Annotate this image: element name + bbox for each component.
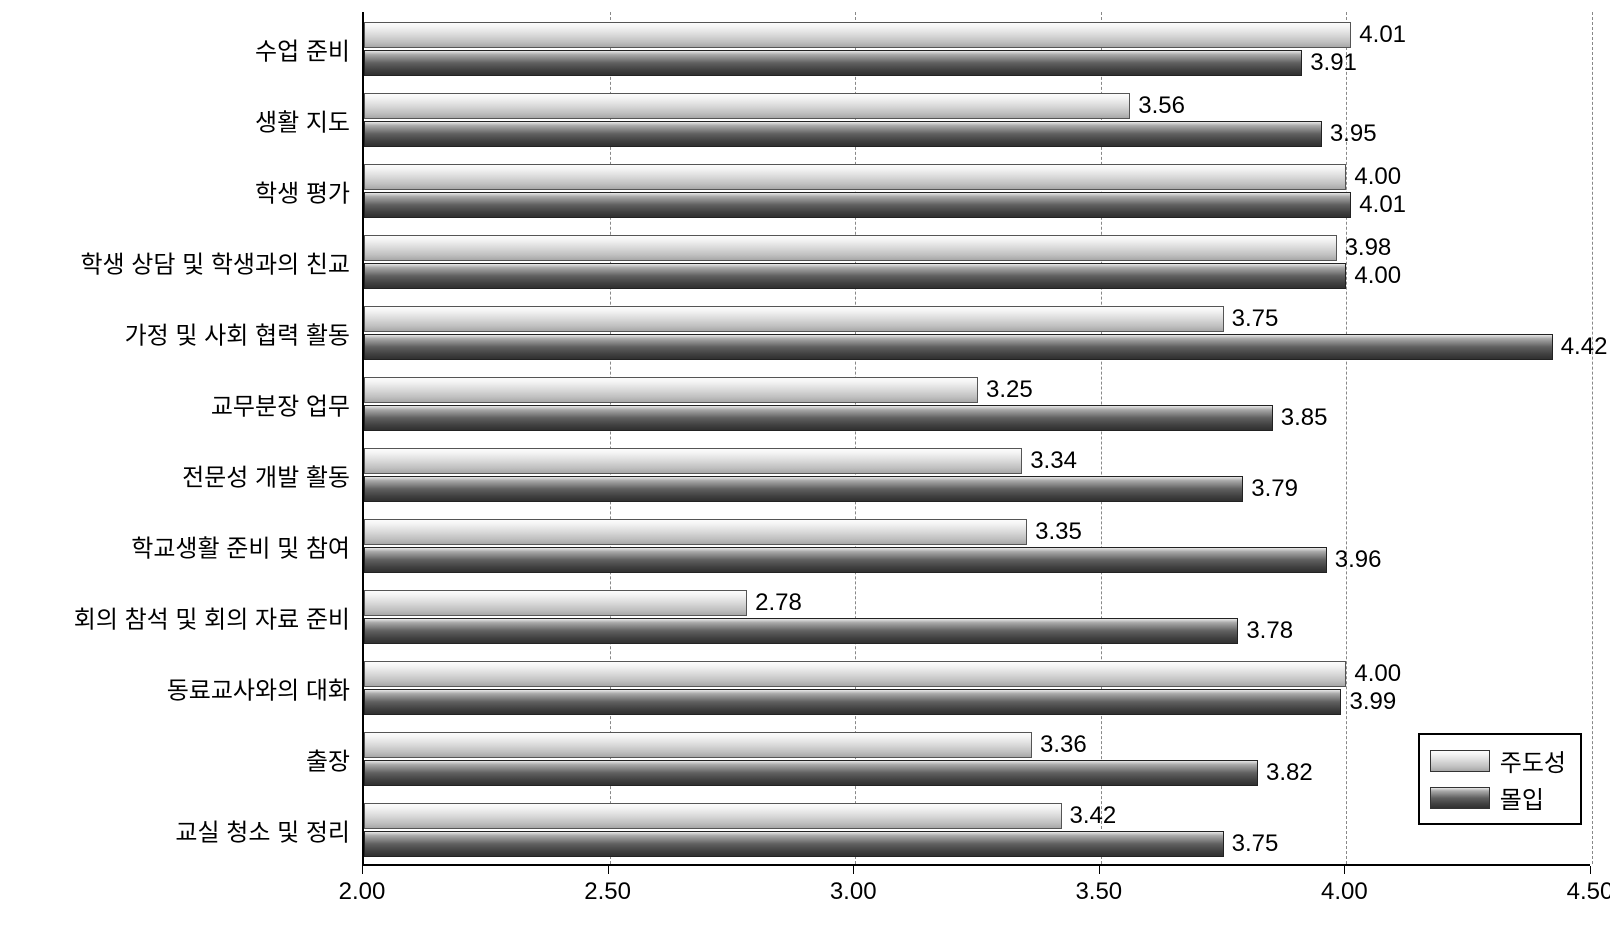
bar-b: [364, 476, 1243, 502]
value-label: 3.35: [1035, 518, 1082, 546]
x-tick-label: 3.50: [1075, 878, 1122, 906]
legend-item: 주도성: [1430, 743, 1566, 778]
category-label: 동료교사와의 대화: [167, 671, 350, 706]
category-label: 교실 청소 및 정리: [175, 813, 350, 848]
value-label: 3.99: [1349, 688, 1396, 716]
bar-b: [364, 121, 1322, 147]
bar-b: [364, 405, 1273, 431]
bar-a: [364, 164, 1346, 190]
grouped-horizontal-bar-chart: 주도성몰입 2.002.503.003.504.004.50수업 준비4.013…: [10, 10, 1600, 915]
bar-a: [364, 803, 1062, 829]
bar-a: [364, 448, 1022, 474]
bar-b: [364, 689, 1341, 715]
bar-b: [364, 618, 1238, 644]
value-label: 3.91: [1310, 49, 1357, 77]
value-label: 4.00: [1354, 163, 1401, 191]
legend-label: 몰입: [1500, 780, 1544, 815]
legend-swatch: [1430, 750, 1490, 772]
value-label: 4.42: [1561, 333, 1608, 361]
x-tick-label: 4.50: [1567, 878, 1610, 906]
bar-a: [364, 306, 1224, 332]
value-label: 3.96: [1335, 546, 1382, 574]
value-label: 3.78: [1246, 617, 1293, 645]
bar-a: [364, 732, 1032, 758]
bar-b: [364, 831, 1224, 857]
value-label: 3.95: [1330, 120, 1377, 148]
bar-a: [364, 519, 1027, 545]
gridline: [1592, 12, 1593, 864]
plot-area: [362, 12, 1590, 866]
category-label: 교무분장 업무: [211, 387, 350, 422]
value-label: 3.75: [1232, 305, 1279, 333]
value-label: 2.78: [755, 589, 802, 617]
legend: 주도성몰입: [1418, 733, 1582, 825]
bar-b: [364, 334, 1553, 360]
bar-b: [364, 192, 1351, 218]
value-label: 3.42: [1070, 802, 1117, 830]
value-label: 3.75: [1232, 830, 1279, 858]
value-label: 3.79: [1251, 475, 1298, 503]
x-tick-mark: [608, 866, 609, 874]
value-label: 4.00: [1354, 262, 1401, 290]
value-label: 3.25: [986, 376, 1033, 404]
bar-a: [364, 235, 1337, 261]
bar-a: [364, 377, 978, 403]
value-label: 4.00: [1354, 660, 1401, 688]
x-tick-mark: [1590, 866, 1591, 874]
category-label: 학생 평가: [255, 174, 350, 209]
x-tick-label: 4.00: [1321, 878, 1368, 906]
bar-a: [364, 590, 747, 616]
x-tick-mark: [1344, 866, 1345, 874]
category-label: 전문성 개발 활동: [182, 458, 350, 493]
bar-b: [364, 263, 1346, 289]
x-tick-label: 2.50: [584, 878, 631, 906]
value-label: 3.34: [1030, 447, 1077, 475]
x-tick-mark: [853, 866, 854, 874]
legend-item: 몰입: [1430, 780, 1566, 815]
value-label: 3.82: [1266, 759, 1313, 787]
bar-a: [364, 22, 1351, 48]
value-label: 3.98: [1345, 234, 1392, 262]
bar-b: [364, 547, 1327, 573]
category-label: 학교생활 준비 및 참여: [131, 529, 350, 564]
value-label: 4.01: [1359, 191, 1406, 219]
value-label: 3.56: [1138, 92, 1185, 120]
category-label: 수업 준비: [255, 32, 350, 67]
bar-b: [364, 760, 1258, 786]
value-label: 3.36: [1040, 731, 1087, 759]
x-tick-label: 2.00: [339, 878, 386, 906]
category-label: 학생 상담 및 학생과의 친교: [80, 245, 350, 280]
legend-label: 주도성: [1500, 743, 1566, 778]
value-label: 3.85: [1281, 404, 1328, 432]
bar-a: [364, 93, 1130, 119]
category-label: 가정 및 사회 협력 활동: [125, 316, 350, 351]
x-tick-mark: [362, 866, 363, 874]
bar-b: [364, 50, 1302, 76]
category-label: 회의 참석 및 회의 자료 준비: [74, 600, 350, 635]
category-label: 생활 지도: [255, 103, 350, 138]
category-label: 출장: [306, 742, 350, 777]
value-label: 4.01: [1359, 21, 1406, 49]
x-tick-mark: [1099, 866, 1100, 874]
legend-swatch: [1430, 787, 1490, 809]
x-tick-label: 3.00: [830, 878, 877, 906]
bar-a: [364, 661, 1346, 687]
